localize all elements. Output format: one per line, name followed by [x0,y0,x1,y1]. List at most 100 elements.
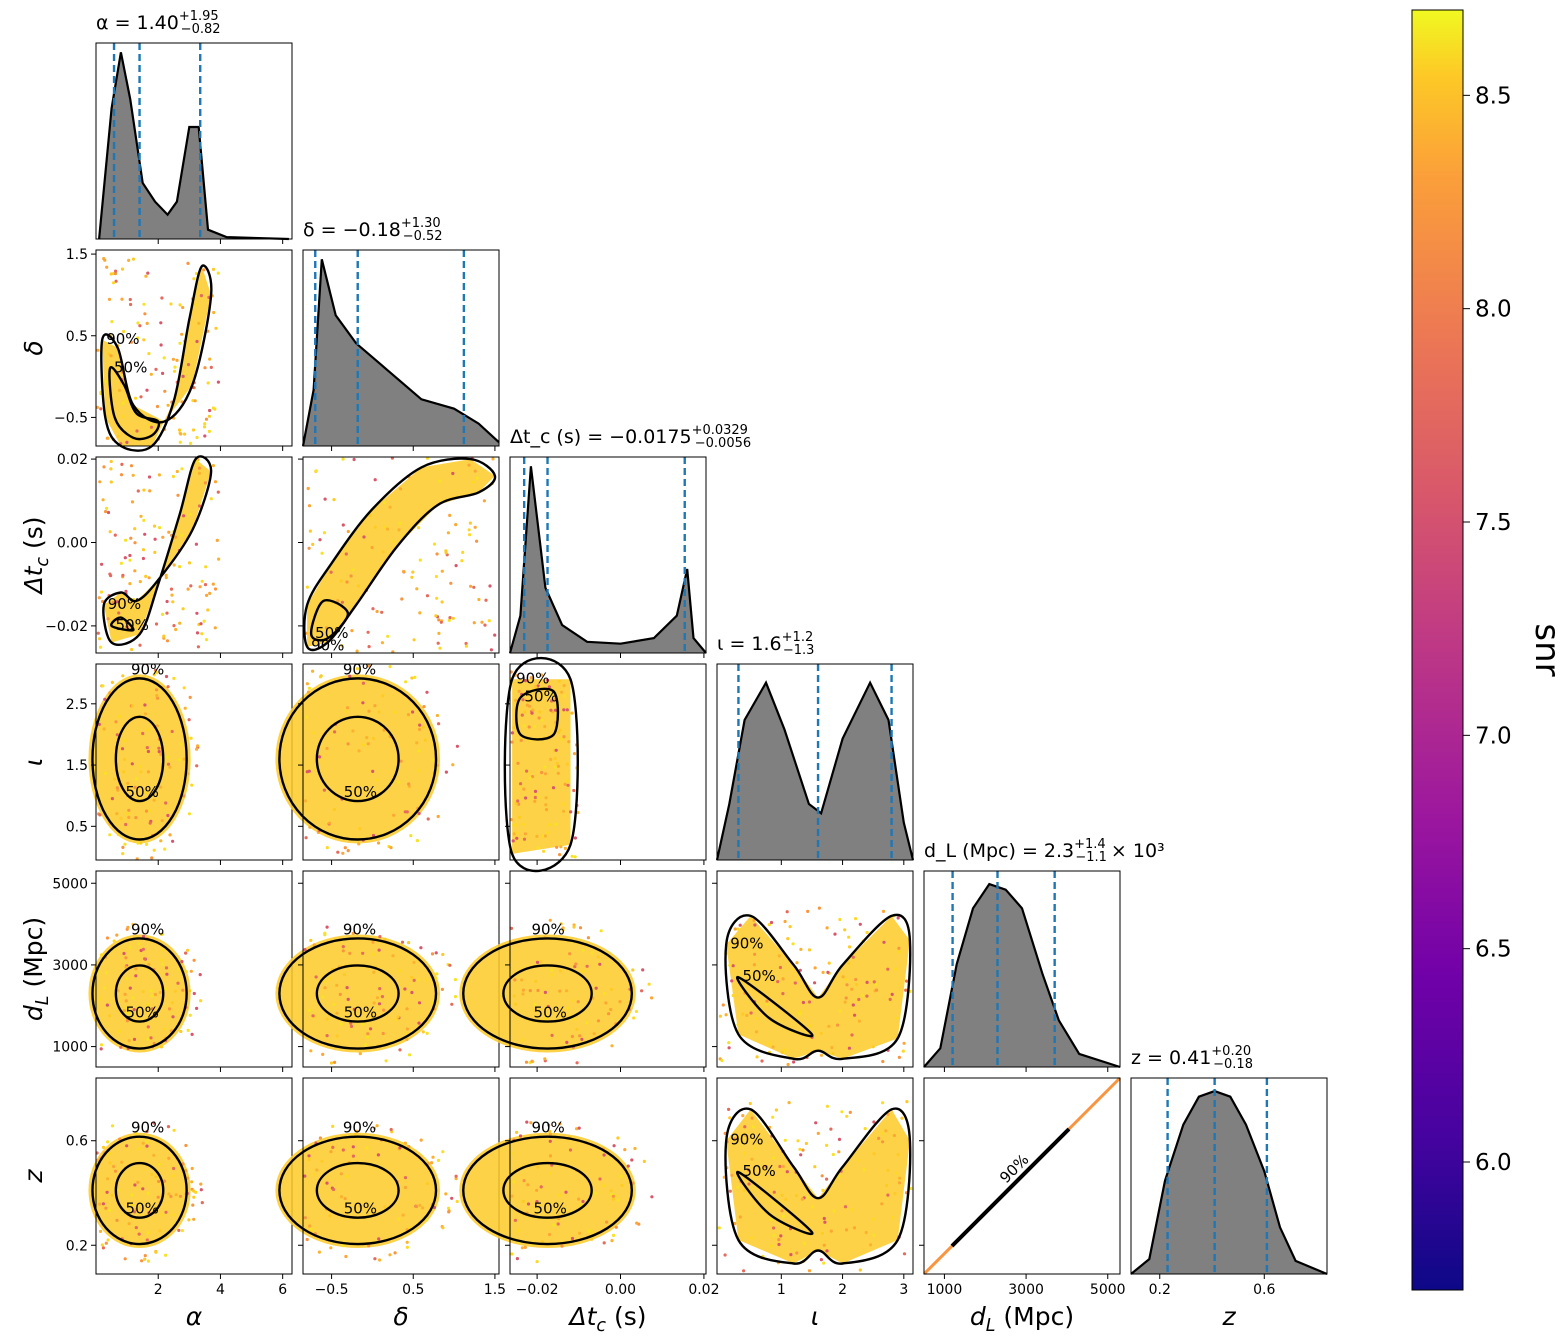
sample-point [139,514,143,518]
sample-point [565,989,569,993]
sample-point [113,1169,118,1173]
sample-point [158,526,162,530]
sample-point [213,587,218,591]
sample-point [165,639,170,643]
sample-point [535,1200,539,1204]
sample-point [303,1216,307,1220]
sample-point [559,737,564,741]
sample-point [650,1195,654,1199]
sample-point [750,1157,754,1161]
contour-label-50: 50% [114,358,147,376]
sample-point [186,948,190,952]
sample-point [388,665,392,669]
y-tick-label: 0.00 [57,535,88,551]
sample-point [159,958,164,962]
sample-point [366,1032,370,1036]
sample-point [733,927,737,931]
sample-point [305,770,309,774]
contour-label-90: 90% [531,1119,564,1137]
sample-point [510,740,514,744]
sample-point [560,690,564,694]
sample-point [187,561,192,565]
sample-point [736,1185,740,1189]
sample-point [202,619,206,623]
sample-point [447,1210,451,1214]
x-tick-label: 0.00 [605,1282,636,1298]
sample-point [768,1041,772,1046]
sample-point [123,556,127,560]
sample-point [134,396,138,400]
sample-point [371,833,376,838]
sample-point [822,1216,826,1221]
sample-point [417,1021,421,1025]
sample-point [578,1034,582,1038]
sample-point [772,1156,776,1160]
histogram-fill [99,52,289,239]
sample-point [348,951,352,956]
sample-point [125,1144,129,1148]
sample-point [543,990,548,995]
sample-point [314,975,318,979]
contour-label-50: 50% [315,624,348,642]
sample-point [132,1008,136,1012]
sample-point [146,1037,150,1041]
sample-point [133,541,137,545]
sample-point [164,674,169,679]
sample-point [143,957,147,961]
sample-point [515,836,519,840]
sample-point [156,696,160,700]
sample-point [519,782,523,786]
sample-point [307,504,312,508]
sample-point [162,634,166,638]
sample-point [183,432,187,436]
sample-point [419,946,423,950]
sample-point [850,987,854,991]
sample-point [331,1187,336,1192]
sample-point [104,1206,108,1210]
sample-point [858,1268,862,1272]
sample-point [569,810,573,814]
sample-point [555,845,559,849]
sample-point [611,1233,616,1237]
sample-point [365,736,369,740]
sample-point [380,610,384,614]
sample-point [104,970,109,975]
sample-point [618,1000,622,1004]
sample-point [475,539,479,543]
sample-point [871,1217,875,1221]
sample-point [346,997,350,1002]
sample-point [533,789,538,794]
sample-point [825,1143,829,1147]
hist-panel-alpha: α = 1.40+1.95 −0.82 [95,9,293,244]
sample-point [400,597,404,601]
sample-point [146,271,150,275]
sample-point [577,1126,581,1130]
sample-point [349,574,353,578]
sample-point [769,920,774,925]
pair-panel-alpha-z: 90% 50% 2 4 6 0.2 0.6 [66,1077,293,1298]
sample-point [517,815,521,820]
sample-point [138,580,142,584]
sample-point [902,1252,907,1256]
sample-point [116,434,120,438]
sample-point [104,510,108,514]
sample-point [178,440,182,444]
sample-point [176,967,181,971]
panel-title: z = 0.41+0.20 −0.18 [1131,1044,1253,1072]
sample-point [109,467,113,471]
sample-point [136,336,140,340]
sample-point [417,811,421,816]
x-tick-label: 2 [838,1282,847,1298]
sample-point [418,723,422,727]
sample-point [107,297,112,301]
sample-point [578,926,583,930]
sample-point [166,1125,171,1129]
sample-point [329,1246,333,1250]
sample-point [543,765,547,769]
sample-point [513,978,517,982]
sample-point [110,1124,115,1128]
colorbar-tick-label: 6.5 [1475,937,1512,963]
sample-point [798,1147,802,1151]
sample-point [333,730,337,734]
sample-point [141,731,145,736]
